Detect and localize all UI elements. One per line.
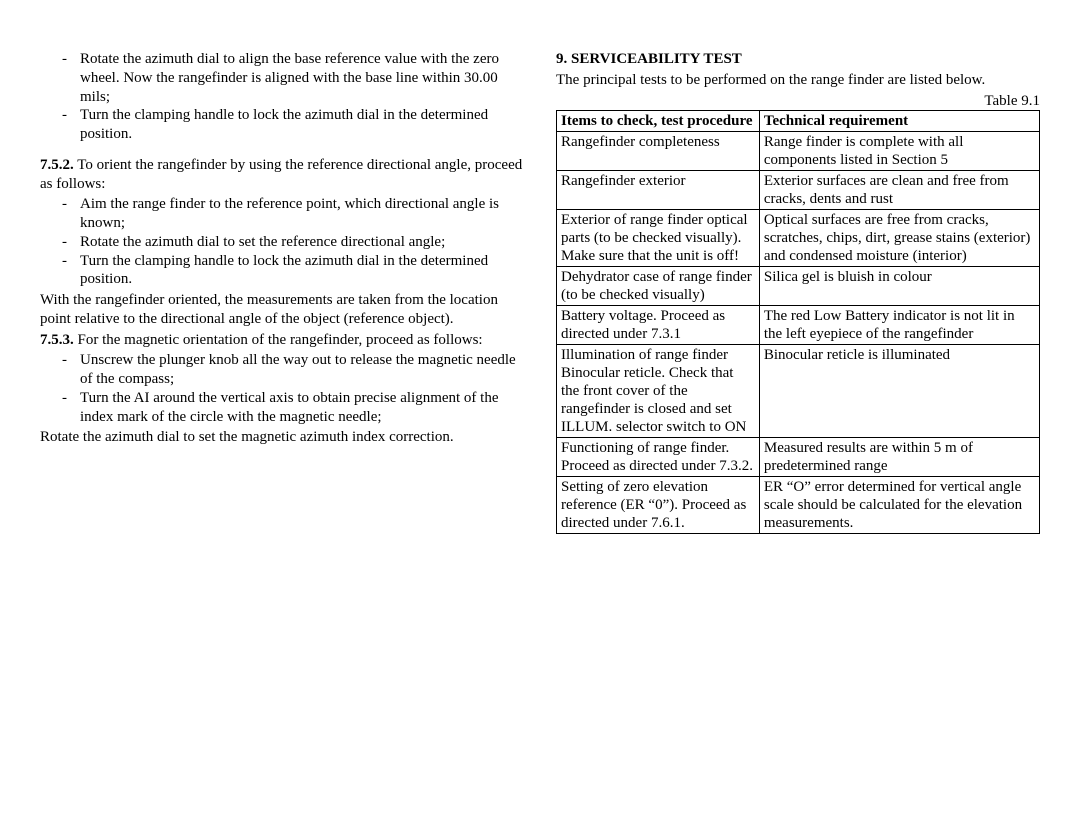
list-item: Rotate the azimuth dial to align the bas… [40, 50, 524, 106]
table-header-row: Items to check, test procedure Technical… [557, 111, 1040, 132]
section-rest: For the magnetic orientation of the rang… [74, 332, 483, 348]
table-cell: Illumination of range finder Binocular r… [557, 345, 760, 438]
section-lead: 7.5.3. [40, 332, 74, 348]
para-7-5-2: 7.5.2. To orient the rangefinder by usin… [40, 156, 524, 194]
table-body: Rangefinder completenessRange finder is … [557, 132, 1040, 534]
table-cell: Binocular reticle is illuminated [759, 345, 1039, 438]
table-row: Battery voltage. Proceed as directed und… [557, 306, 1040, 345]
para-after-7-5-2: With the rangefinder oriented, the measu… [40, 291, 524, 329]
right-column: 9. SERVICEABILITY TEST The principal tes… [556, 50, 1040, 534]
table-header-cell: Technical requirement [759, 111, 1039, 132]
table-row: Setting of zero elevation reference (ER … [557, 477, 1040, 534]
table-row: Exterior of range finder optical parts (… [557, 210, 1040, 267]
bullet-list-7-5-3: Unscrew the plunger knob all the way out… [40, 351, 524, 426]
left-column: Rotate the azimuth dial to align the bas… [40, 50, 524, 534]
list-item: Turn the AI around the vertical axis to … [40, 389, 524, 427]
table-cell: Silica gel is bluish in colour [759, 267, 1039, 306]
table-cell: Range finder is complete with all compon… [759, 132, 1039, 171]
table-cell: Optical surfaces are free from cracks, s… [759, 210, 1039, 267]
table-cell: Functioning of range finder. Proceed as … [557, 438, 760, 477]
table-row: Dehydrator case of range finder (to be c… [557, 267, 1040, 306]
table-cell: Measured results are within 5 m of prede… [759, 438, 1039, 477]
table-cell: Battery voltage. Proceed as directed und… [557, 306, 760, 345]
table-cell: Dehydrator case of range finder (to be c… [557, 267, 760, 306]
section-intro: The principal tests to be performed on t… [556, 71, 1040, 90]
section-rest: To orient the rangefinder by using the r… [40, 157, 522, 192]
serviceability-table: Items to check, test procedure Technical… [556, 110, 1040, 534]
table-cell: Rangefinder completeness [557, 132, 760, 171]
section-title-9: 9. SERVICEABILITY TEST [556, 50, 1040, 69]
page: Rotate the azimuth dial to align the bas… [0, 0, 1080, 574]
list-item: Turn the clamping handle to lock the azi… [40, 106, 524, 144]
table-header-cell: Items to check, test procedure [557, 111, 760, 132]
table-cell: Setting of zero elevation reference (ER … [557, 477, 760, 534]
list-item: Rotate the azimuth dial to set the refer… [40, 233, 524, 252]
para-7-5-3: 7.5.3. For the magnetic orientation of t… [40, 331, 524, 350]
list-item: Unscrew the plunger knob all the way out… [40, 351, 524, 389]
table-row: Rangefinder completenessRange finder is … [557, 132, 1040, 171]
table-label: Table 9.1 [556, 92, 1040, 111]
table-cell: ER “O” error determined for vertical ang… [759, 477, 1039, 534]
bullet-list-7-5-1: Rotate the azimuth dial to align the bas… [40, 50, 524, 144]
table-row: Rangefinder exteriorExterior surfaces ar… [557, 171, 1040, 210]
list-item: Turn the clamping handle to lock the azi… [40, 252, 524, 290]
table-cell: Exterior surfaces are clean and free fro… [759, 171, 1039, 210]
table-cell: The red Low Battery indicator is not lit… [759, 306, 1039, 345]
para-after-7-5-3: Rotate the azimuth dial to set the magne… [40, 428, 524, 447]
table-cell: Exterior of range finder optical parts (… [557, 210, 760, 267]
table-cell: Rangefinder exterior [557, 171, 760, 210]
list-item: Aim the range finder to the reference po… [40, 195, 524, 233]
bullet-list-7-5-2: Aim the range finder to the reference po… [40, 195, 524, 289]
section-lead: 7.5.2. [40, 157, 74, 173]
table-row: Functioning of range finder. Proceed as … [557, 438, 1040, 477]
table-row: Illumination of range finder Binocular r… [557, 345, 1040, 438]
